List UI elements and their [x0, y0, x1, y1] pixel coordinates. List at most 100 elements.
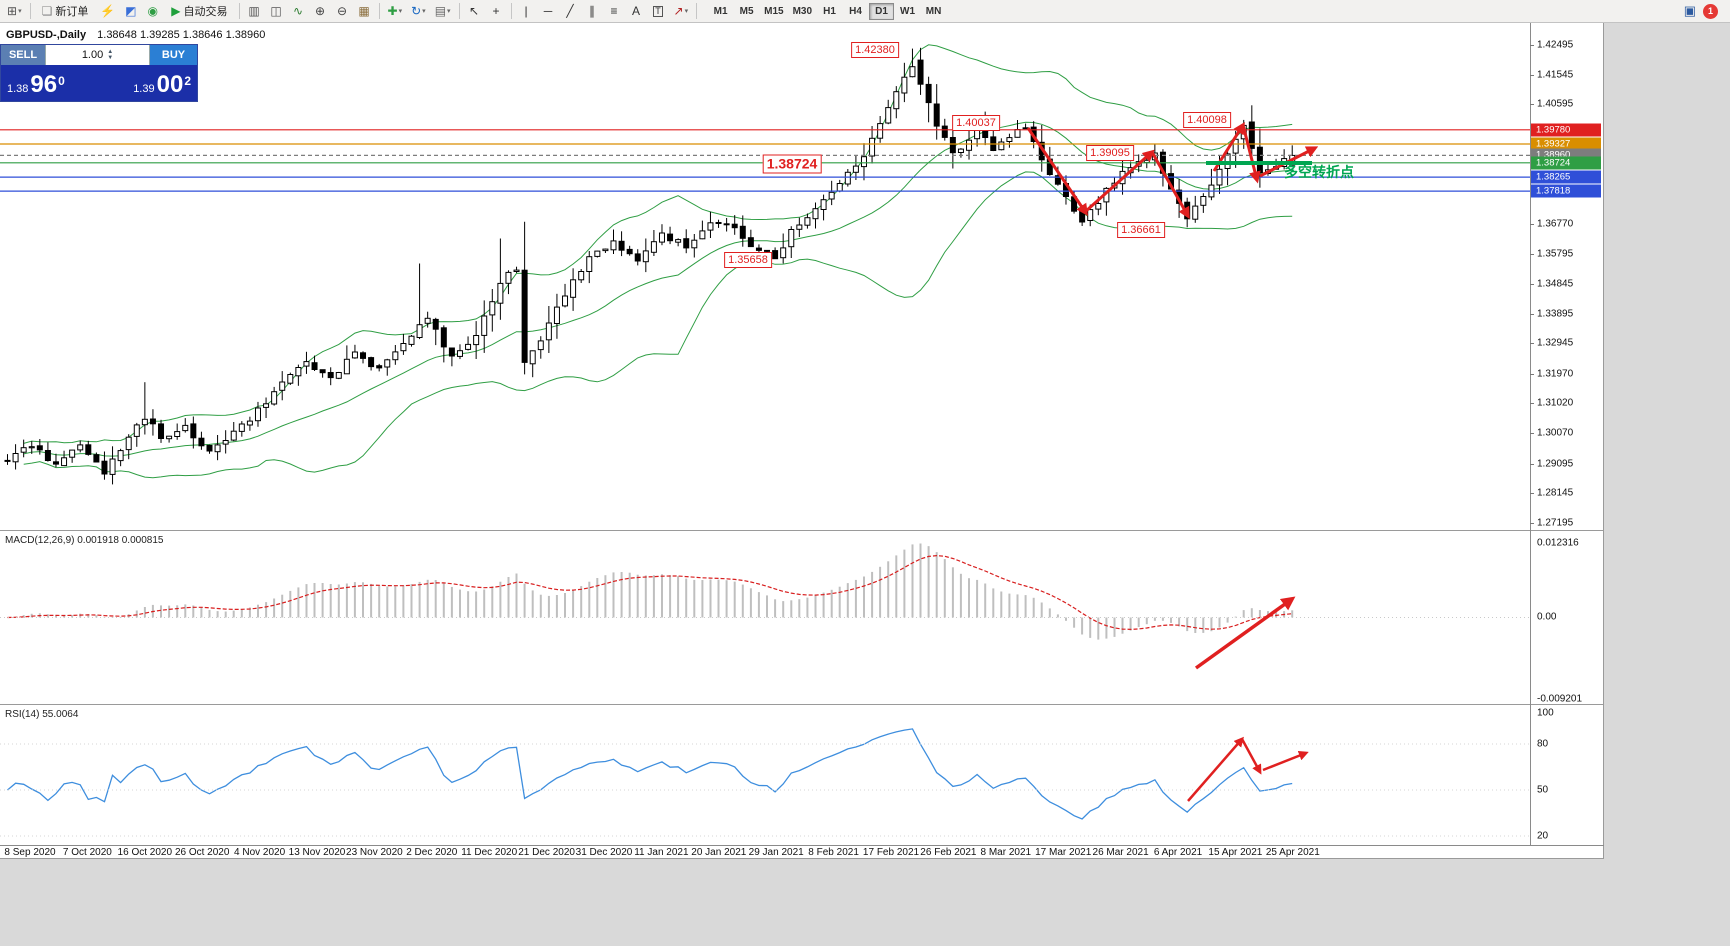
date-label: 8 Sep 2020 — [4, 847, 56, 858]
template-icon: ▤ — [434, 4, 447, 18]
volume-spinner[interactable]: ▲ ▼ — [107, 49, 113, 61]
rsi-scale-label: 50 — [1537, 784, 1549, 796]
channel-button[interactable]: ∥ — [582, 2, 603, 21]
price-scale-tick — [1530, 45, 1534, 46]
price-annotation[interactable]: 1.36661 — [1117, 222, 1165, 238]
text-tool-button[interactable]: A — [626, 2, 647, 21]
toolbar-items: ⊞ ▾ ❏ 新订单 ⚡ ◩ ◉ ▶ 自动交易 ▥ ◫ ∿ ⊕ ⊖ ▦ ✚ ▾ ↻ ▾ ▤ ▾ ↖ + | ─ ╱ ∥ ≡ A T ↗ ▾ — [3, 2, 700, 21]
autotrading-icon: ▶ — [171, 4, 181, 18]
new-chart-icon: ⊞ — [7, 4, 18, 18]
timeframe-mn[interactable]: MN — [925, 5, 942, 17]
price-annotation[interactable]: 1.39095 — [1086, 145, 1134, 161]
trend-arrows[interactable] — [1026, 121, 1319, 802]
date-label: 26 Feb 2021 — [920, 847, 977, 858]
price-scale-label: 1.29095 — [1537, 458, 1574, 470]
autotrading-button[interactable]: ▶ 自动交易 — [164, 2, 234, 21]
quotes-icon: ⚡ — [100, 4, 116, 18]
fibonacci-button[interactable]: ≡ — [604, 2, 625, 21]
refresh-button[interactable]: ↻ ▾ — [407, 2, 430, 21]
zoom-out-button[interactable]: ⊖ — [332, 2, 353, 21]
new-chart-button[interactable]: ⊞ ▾ — [3, 2, 26, 21]
price-scale-label: 1.27195 — [1537, 517, 1574, 529]
toolbar-separator — [29, 3, 31, 19]
price-scale-tick — [1530, 223, 1534, 225]
vertical-line-button[interactable]: | — [516, 2, 537, 21]
date-label: 17 Feb 2021 — [862, 847, 920, 858]
time-scale[interactable] — [0, 845, 1604, 859]
template-button[interactable]: ▤ ▾ — [431, 2, 455, 21]
caret-down-icon: ▾ — [684, 8, 689, 15]
price-scale-label: 1.31020 — [1537, 397, 1574, 409]
turning-point-label[interactable]: 多空转折点 — [1284, 164, 1354, 180]
toolbar-right: ▣ 1 — [1684, 3, 1727, 19]
timeframe-m15[interactable]: M15 — [764, 5, 784, 17]
price-annotation[interactable]: 1.42380 — [851, 42, 899, 58]
new-order-button[interactable]: ❏ 新订单 — [35, 2, 96, 21]
price-line-label[interactable]: 1.39780 — [1531, 123, 1601, 137]
buy-quote[interactable]: 1.39 00 2 — [133, 65, 191, 101]
market-button[interactable]: ◩ — [120, 2, 141, 21]
timeframe-w1[interactable]: W1 — [900, 5, 916, 17]
price-scale-tick — [1530, 522, 1534, 524]
price-level-lines[interactable] — [0, 129, 1530, 192]
horizontal-line-button[interactable]: ─ — [538, 2, 559, 21]
price-line-label[interactable]: 1.38724 — [1531, 156, 1601, 170]
line-chart-mode-button[interactable]: ∿ — [288, 2, 309, 21]
arrows-tool-icon: ↗ — [673, 4, 684, 18]
timeframe-h4[interactable]: H4 — [849, 5, 862, 17]
horizontal-line-icon: ─ — [543, 4, 553, 18]
fibonacci-icon: ≡ — [610, 4, 618, 18]
timeframe-m30[interactable]: M30 — [792, 5, 813, 17]
indicators-button[interactable]: ✚ ▾ — [384, 2, 407, 21]
date-label: 16 Oct 2020 — [117, 847, 173, 858]
price-line-label[interactable]: 1.38265 — [1531, 170, 1601, 184]
trendline-button[interactable]: ╱ — [560, 2, 581, 21]
bar-chart-mode-icon: ▥ — [248, 4, 260, 18]
arrows-tool-button[interactable]: ↗ ▾ — [670, 2, 693, 21]
price-line-label[interactable]: 1.39327 — [1531, 137, 1601, 151]
price-annotation[interactable]: 1.35658 — [724, 252, 772, 268]
price-annotation[interactable]: 1.38724 — [762, 154, 822, 174]
timeframe-m5[interactable]: M5 — [739, 5, 754, 17]
tile-windows-button[interactable]: ▦ — [354, 2, 375, 21]
date-label: 2 Dec 2020 — [406, 847, 458, 858]
sell-quote[interactable]: 1.38 96 0 — [7, 65, 65, 101]
candlestick-mode-button[interactable]: ◫ — [266, 2, 287, 21]
sell-button[interactable]: SELL — [1, 45, 45, 65]
toolbar-separator — [378, 3, 380, 19]
spinner-up-icon[interactable]: ▲ — [107, 49, 114, 55]
sell-price-sup: 0 — [58, 74, 65, 88]
timeframe-h1[interactable]: H1 — [823, 5, 836, 17]
spinner-down-icon[interactable]: ▼ — [107, 55, 114, 61]
date-label: 4 Nov 2020 — [234, 847, 286, 858]
zoom-in-button[interactable]: ⊕ — [310, 2, 331, 21]
bar-chart-mode-button[interactable]: ▥ — [244, 2, 265, 21]
price-annotation[interactable]: 1.40037 — [952, 115, 1000, 131]
panel-separators — [0, 530, 1604, 837]
price-annotation[interactable]: 1.40098 — [1183, 112, 1231, 128]
crosshair-button[interactable]: + — [486, 2, 507, 21]
crosshair-icon: + — [492, 4, 500, 18]
chart-canvas[interactable] — [0, 23, 1604, 859]
timeframe-d1[interactable]: D1 — [869, 2, 895, 20]
chat-icon[interactable]: ▣ — [1683, 3, 1696, 18]
cursor-button[interactable]: ↖ — [464, 2, 485, 21]
sell-price-prefix: 1.38 — [7, 83, 29, 95]
price-scale-tick — [1530, 254, 1534, 256]
macd-scale-label: -0.009201 — [1537, 693, 1583, 705]
notification-badge[interactable]: 1 — [1703, 3, 1718, 19]
caret-down-icon: ▾ — [447, 8, 451, 15]
support-button[interactable]: ◉ — [142, 2, 163, 21]
buy-price-big: 00 — [156, 71, 184, 98]
chart-header: GBPUSD-,Daily 1.38648 1.39285 1.38646 1.… — [6, 29, 265, 41]
label-tool-button[interactable]: T — [648, 2, 669, 21]
price-scale-label: 1.28145 — [1537, 487, 1574, 499]
price-line-label[interactable]: 1.37818 — [1531, 184, 1601, 198]
buy-button[interactable]: BUY — [150, 45, 197, 65]
caret-down-icon: ▾ — [18, 8, 22, 15]
volume-input[interactable]: 1.00 ▲ ▼ — [45, 45, 150, 65]
price-scale-tick — [1530, 283, 1534, 285]
quotes-button[interactable]: ⚡ — [96, 2, 119, 21]
zoom-in-icon: ⊕ — [315, 4, 326, 18]
timeframe-m1[interactable]: M1 — [713, 5, 728, 17]
